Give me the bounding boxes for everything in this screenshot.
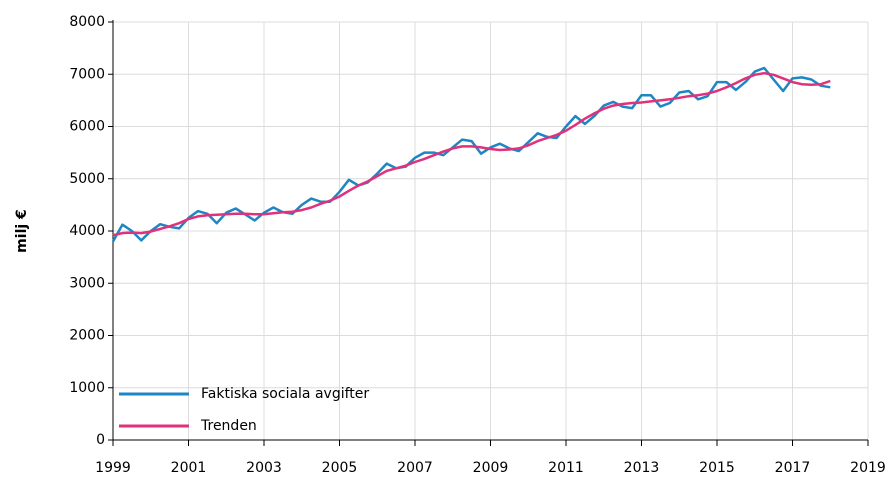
legend-label: Faktiska sociala avgifter (201, 386, 369, 402)
legend-label: Trenden (200, 418, 257, 434)
x-tick-label: 2005 (322, 460, 358, 476)
x-tick-label: 2009 (473, 460, 509, 476)
x-tick-label: 2007 (397, 460, 433, 476)
y-tick-label: 4000 (69, 223, 105, 239)
x-tick-label: 2013 (624, 460, 660, 476)
y-tick-label: 0 (96, 432, 105, 448)
x-tick-label: 1999 (95, 460, 131, 476)
x-tick-label: 2011 (548, 460, 584, 476)
y-tick-label: 8000 (69, 14, 105, 30)
y-tick-label: 7000 (69, 66, 105, 82)
x-tick-label: 2017 (775, 460, 811, 476)
y-tick-label: 2000 (69, 328, 105, 344)
y-tick-label: 6000 (69, 119, 105, 135)
y-tick-label: 1000 (69, 380, 105, 396)
y-tick-label: 3000 (69, 275, 105, 291)
x-tick-label: 2015 (699, 460, 735, 476)
y-axis-label: milj € (14, 209, 30, 253)
x-tick-label: 2019 (850, 460, 886, 476)
x-tick-label: 2003 (246, 460, 282, 476)
y-tick-label: 5000 (69, 171, 105, 187)
series-line (112, 71, 831, 237)
x-tick-label: 2001 (171, 460, 207, 476)
